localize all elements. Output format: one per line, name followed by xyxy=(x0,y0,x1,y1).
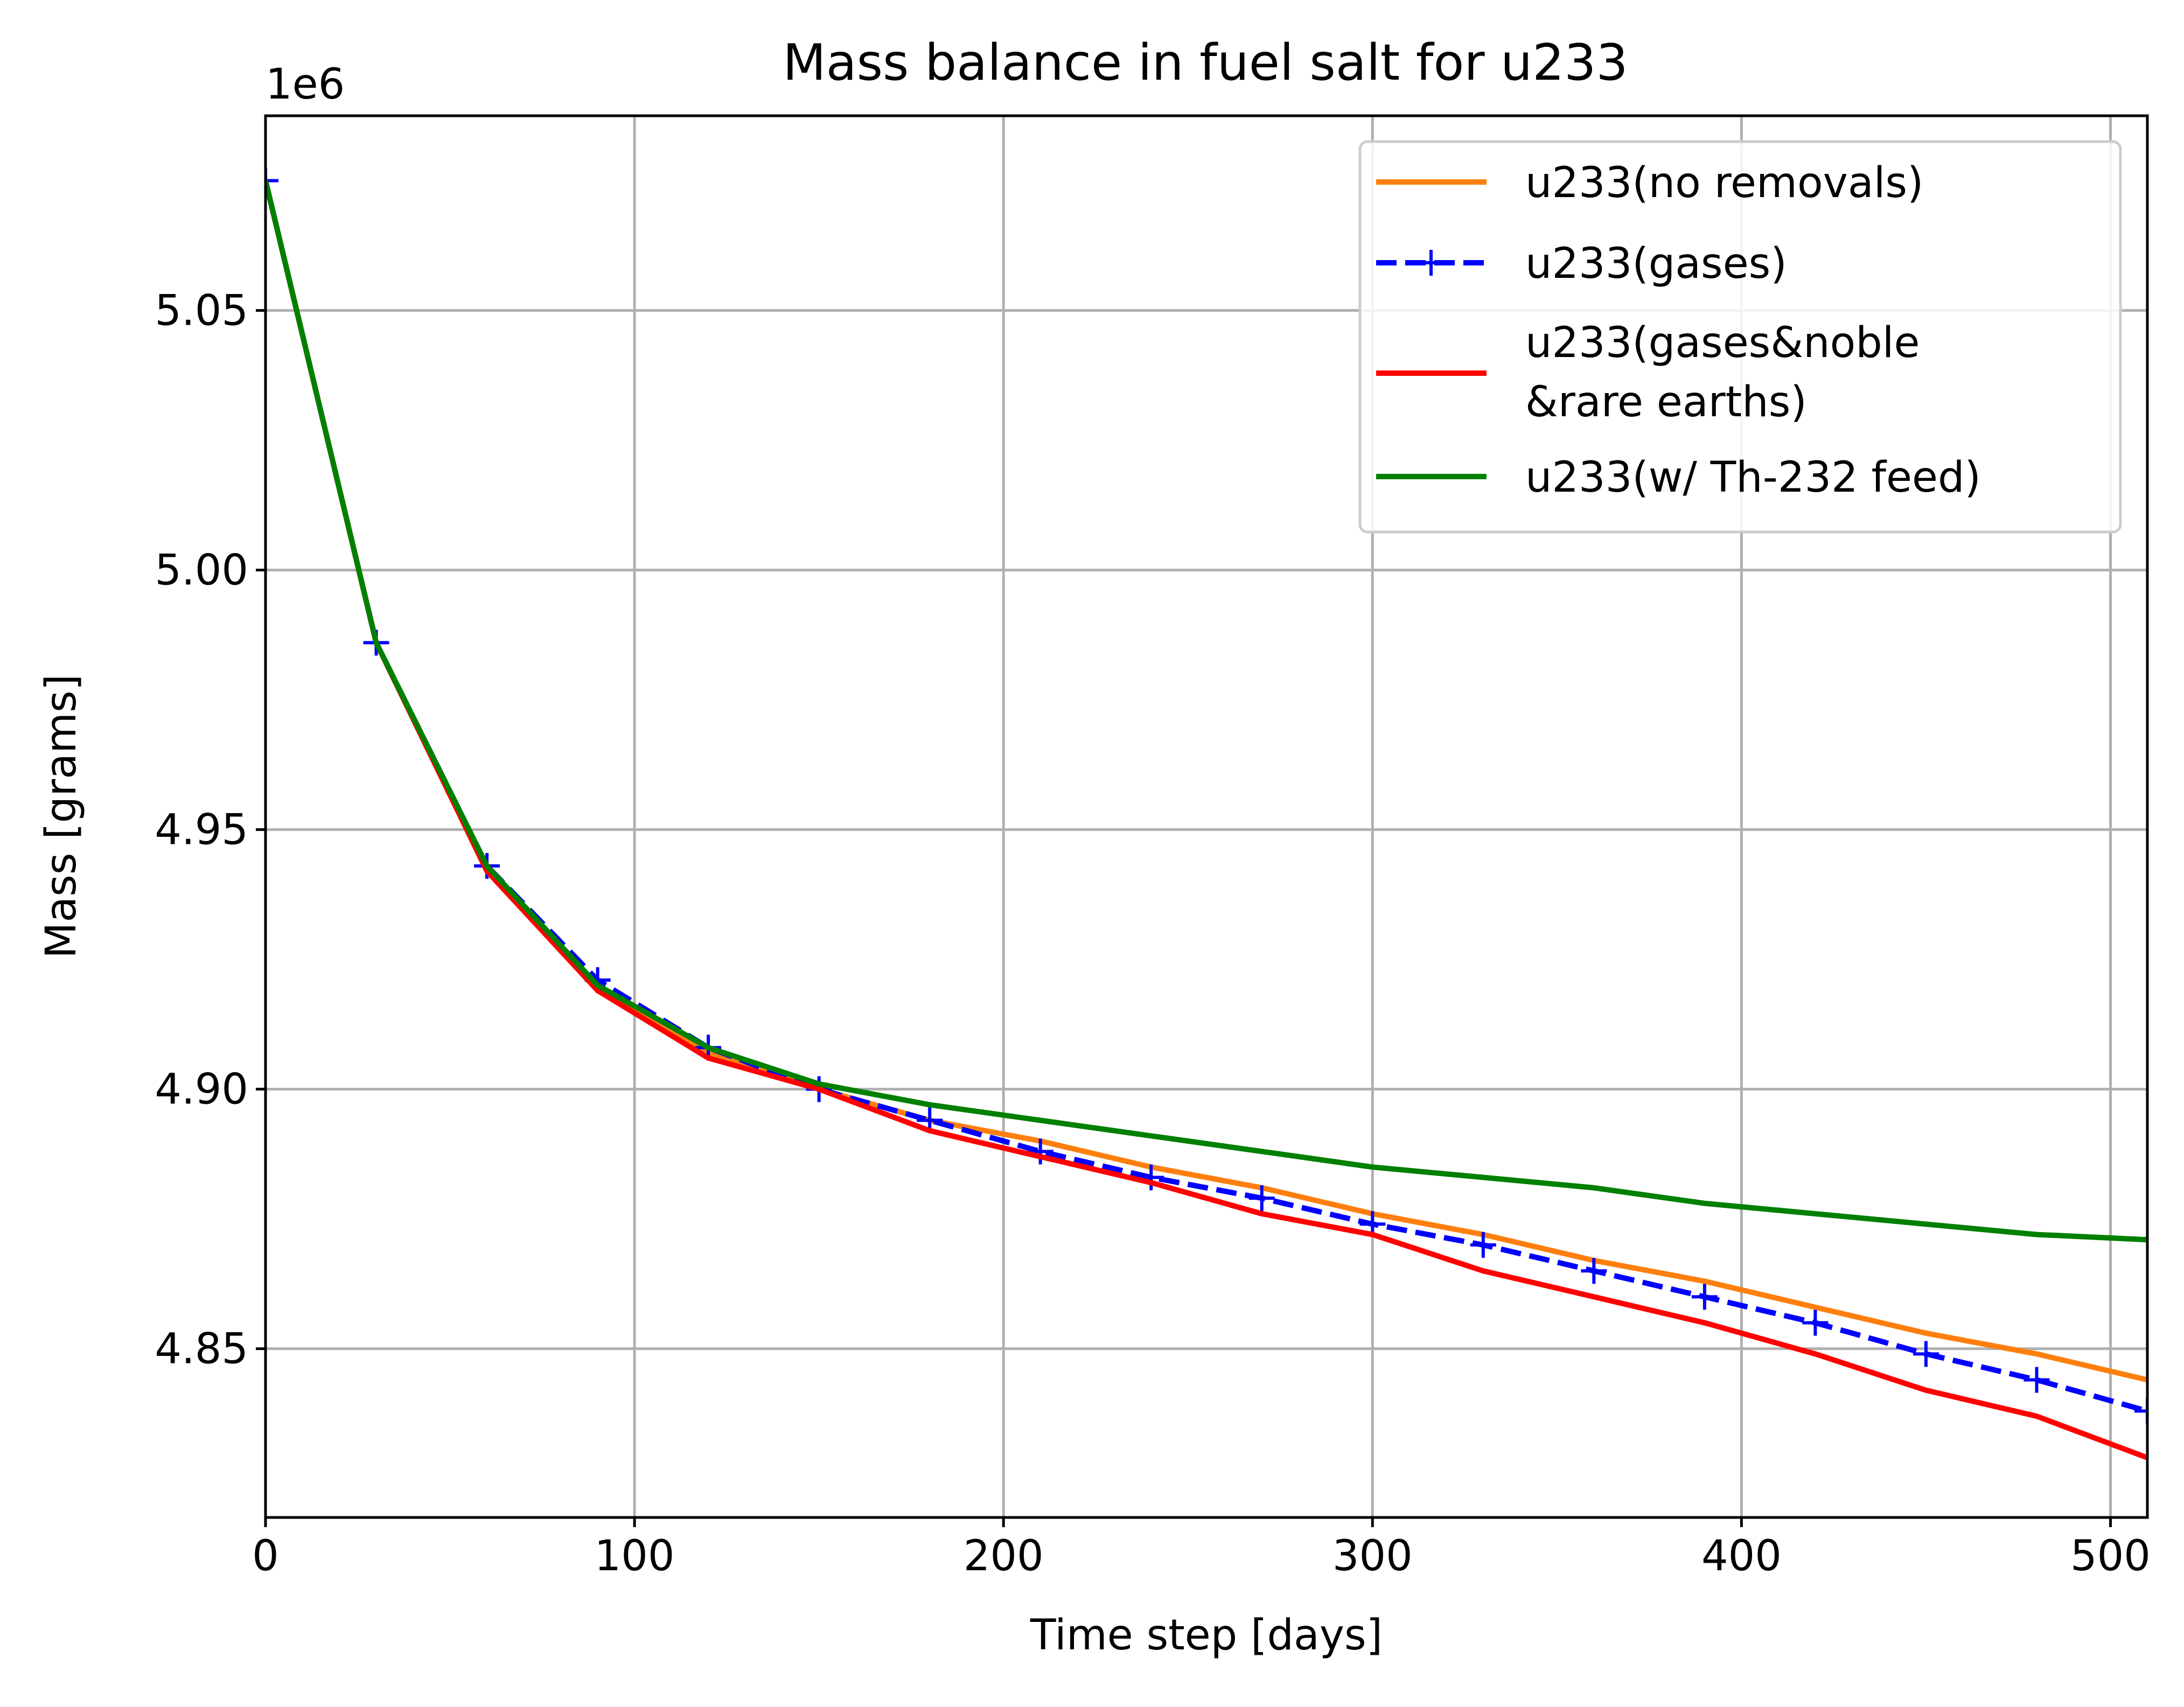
x-tick-label: 400 xyxy=(1701,1532,1782,1580)
legend-items: u233(no removals) u233(gases) u233(gases&n… xyxy=(1376,159,1981,502)
data-point-marker xyxy=(1691,1284,1718,1310)
data-point-marker xyxy=(1913,1341,1939,1367)
x-tick-label: 300 xyxy=(1332,1532,1413,1580)
data-point-marker xyxy=(1027,1138,1053,1165)
series-4 xyxy=(266,180,2147,1243)
legend-item: u233(gases&noble &rare earths) xyxy=(1376,319,1920,426)
plot-frame xyxy=(264,114,2149,1519)
data-point-marker xyxy=(1802,1310,1829,1336)
x-tick-label: 0 xyxy=(252,1532,279,1580)
series-line xyxy=(266,180,2147,1243)
x-tick-label: 500 xyxy=(2070,1532,2151,1580)
series-line xyxy=(266,180,2147,1460)
y-offset-label: 1e6 xyxy=(266,60,345,109)
data-point-marker xyxy=(1470,1232,1496,1258)
chart-title: Mass balance in fuel salt for u233 xyxy=(783,33,1628,92)
y-axis-label: Mass [grams] xyxy=(37,674,86,959)
data-point-marker xyxy=(1248,1185,1275,1212)
x-axis: 0 100 200 300 400 500 xyxy=(252,1517,2151,1580)
legend-item: u233(gases) xyxy=(1376,240,1787,288)
legend-item: u233(w/ Th-232 feed) xyxy=(1376,453,1981,502)
legend-box xyxy=(1358,140,2122,534)
x-tick-label: 200 xyxy=(964,1532,1044,1580)
series-3 xyxy=(266,180,2147,1460)
legend-label: u233(gases) xyxy=(1525,240,1787,288)
y-tick-label: 4.90 xyxy=(155,1066,248,1114)
data-point-marker xyxy=(2023,1367,2050,1393)
data-point-marker xyxy=(266,167,278,194)
y-tick-label: 4.95 xyxy=(155,806,248,855)
y-tick-label: 5.05 xyxy=(155,287,248,335)
data-point-marker xyxy=(2134,1398,2147,1424)
series-layer xyxy=(266,167,2147,1460)
y-axis: 4.85 4.90 4.95 5.00 5.05 xyxy=(155,287,266,1374)
x-axis-label: Time step [days] xyxy=(1030,1611,1383,1660)
y-tick-label: 4.85 xyxy=(155,1325,248,1374)
x-tick-label: 100 xyxy=(595,1532,675,1580)
legend-marker xyxy=(1418,250,1444,276)
legend-item: u233(no removals) xyxy=(1376,159,1923,207)
legend-label: u233(no removals) xyxy=(1525,159,1923,207)
legend: u233(no removals) u233(gases) u233(gases&n… xyxy=(1358,140,2122,534)
data-point-marker xyxy=(1581,1258,1607,1284)
series-line xyxy=(266,180,2147,1414)
data-point-marker xyxy=(1138,1164,1164,1191)
y-tick-label: 5.00 xyxy=(155,547,248,595)
legend-label: u233(gases&noble &rare earths) xyxy=(1525,319,1920,426)
legend-label: u233(w/ Th-232 feed) xyxy=(1525,453,1981,502)
